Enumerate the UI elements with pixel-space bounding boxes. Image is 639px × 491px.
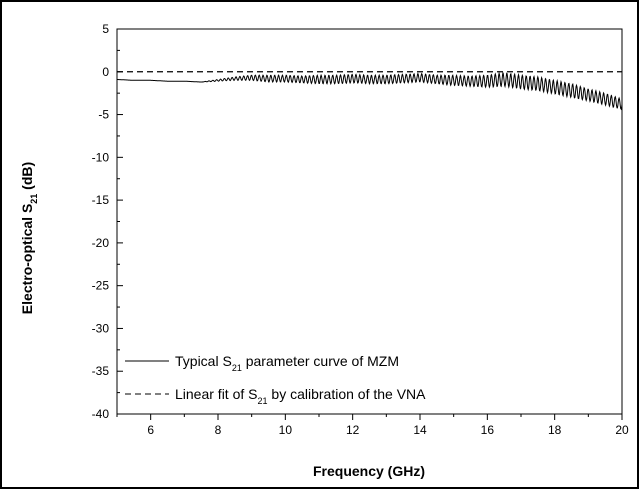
x-tick-label: 20 (615, 423, 629, 437)
legend-label-linear-fit: Linear fit of S21 by calibration of the … (175, 386, 426, 406)
y-tick-label: -35 (92, 364, 110, 378)
x-tick-label: 6 (147, 423, 154, 437)
y-tick-label: 5 (102, 22, 109, 36)
x-tick-label: 18 (548, 423, 562, 437)
x-tick-label: 16 (481, 423, 495, 437)
y-axis-label: Electro-optical S21 (dB) (19, 162, 39, 314)
y-tick-label: -10 (92, 150, 110, 164)
series-layer (117, 71, 623, 111)
y-tick-label: -15 (92, 193, 110, 207)
y-tick-label: -30 (92, 321, 110, 335)
axis-ticks: 5 0 -5 -10 -15 -20 -25 -30 -35 -40 6 8 10 12 14 16 18 20 (92, 22, 629, 437)
x-tick-label: 12 (346, 423, 360, 437)
y-tick-label: -40 (92, 407, 110, 421)
y-tick-label: -25 (92, 279, 110, 293)
y-tick-label: 0 (102, 65, 109, 79)
x-tick-label: 10 (279, 423, 293, 437)
x-tick-label: 8 (215, 423, 222, 437)
y-tick-label: -20 (92, 236, 110, 250)
legend: Typical S21 parameter curve of MZM Linear… (125, 353, 426, 406)
x-tick-label: 14 (413, 423, 427, 437)
y-tick-label: -5 (98, 108, 109, 122)
legend-label-measured: Typical S21 parameter curve of MZM (175, 353, 399, 373)
x-axis-label: Frequency (GHz) (313, 463, 425, 479)
series-line-measured (117, 71, 623, 111)
